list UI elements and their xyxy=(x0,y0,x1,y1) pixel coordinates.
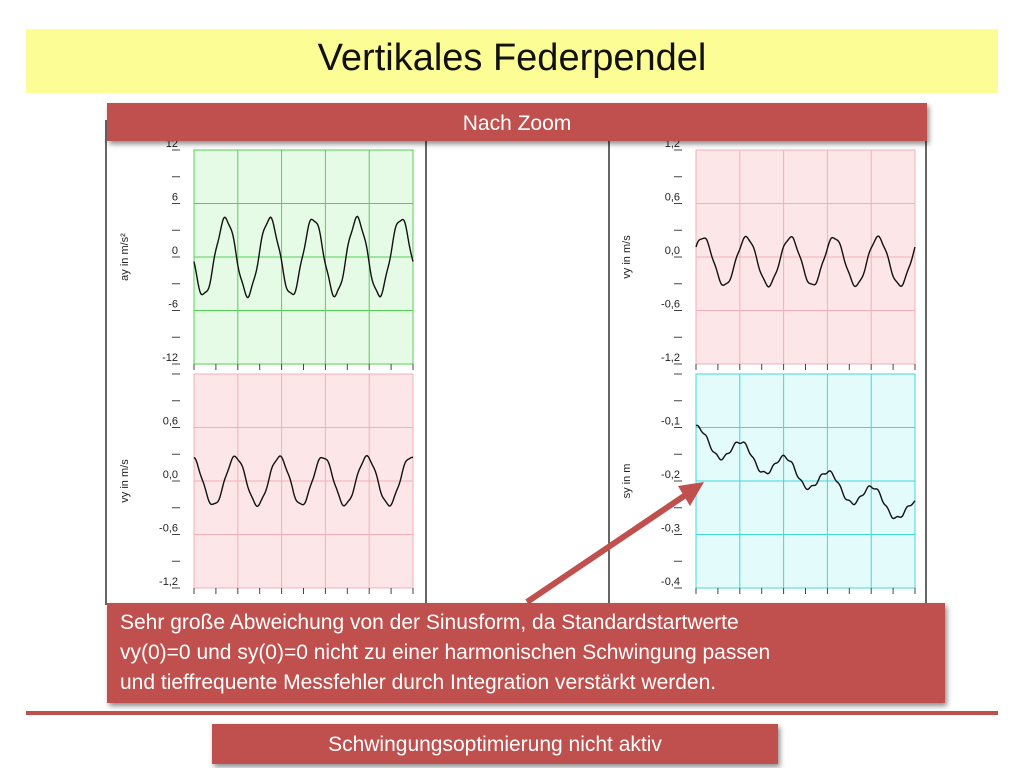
page-title: Vertikales Federpendel xyxy=(317,37,707,79)
note-line-3: und tieffrequente Messfehler durch Integ… xyxy=(120,671,717,694)
y-tick-label: 0,6 xyxy=(665,192,680,204)
zoom-label: Nach Zoom xyxy=(462,112,572,135)
y-tick-label: 6 xyxy=(172,192,178,204)
pointer-arrow-head xyxy=(678,482,704,506)
y-tick-label: 12 xyxy=(166,138,178,150)
y-tick-label: 1,2 xyxy=(665,138,680,150)
pointer-arrow-shaft xyxy=(525,489,692,605)
y-tick-label: -0,6 xyxy=(159,523,178,535)
y-tick-label: 0,0 xyxy=(163,469,178,481)
y-axis-title: ay in m/s² xyxy=(119,233,131,281)
y-tick-label: -12 xyxy=(162,352,178,364)
y-tick-label: -0,4 xyxy=(661,576,680,588)
series-line xyxy=(695,235,916,288)
y-axis-title: vy in m/s xyxy=(621,235,633,279)
series-line xyxy=(695,424,916,520)
y-tick-label: -0,6 xyxy=(661,299,680,311)
y-tick-label: -0,1 xyxy=(661,416,680,428)
y-axis-title: vy in m/s xyxy=(119,459,131,503)
series-line xyxy=(193,454,414,508)
series-line xyxy=(193,215,414,299)
title-bar: Vertikales Federpendel xyxy=(26,29,998,93)
y-tick-label: -1,2 xyxy=(159,576,178,588)
y-tick-label: -1,2 xyxy=(661,352,680,364)
status-label: Schwingungsoptimierung nicht aktiv xyxy=(328,733,662,756)
note-line-1: Sehr große Abweichung von der Sinusform,… xyxy=(120,611,739,634)
note-box: Sehr große Abweichung von der Sinusform,… xyxy=(107,603,945,703)
status-banner: Schwingungsoptimierung nicht aktiv xyxy=(212,724,778,764)
y-tick-label: 0,0 xyxy=(665,245,680,257)
note-line-2: vy(0)=0 und sy(0)=0 nicht zu einer harmo… xyxy=(120,641,771,664)
y-tick-label: 0 xyxy=(172,245,178,257)
y-tick-label: -0,2 xyxy=(661,469,680,481)
y-tick-label: -0,3 xyxy=(661,523,680,535)
y-tick-label: 0,6 xyxy=(163,416,178,428)
divider-line xyxy=(26,711,998,715)
y-tick-label: -6 xyxy=(168,299,178,311)
y-axis-title: sy in m xyxy=(621,464,633,499)
zoom-banner: Nach Zoom xyxy=(107,103,927,141)
